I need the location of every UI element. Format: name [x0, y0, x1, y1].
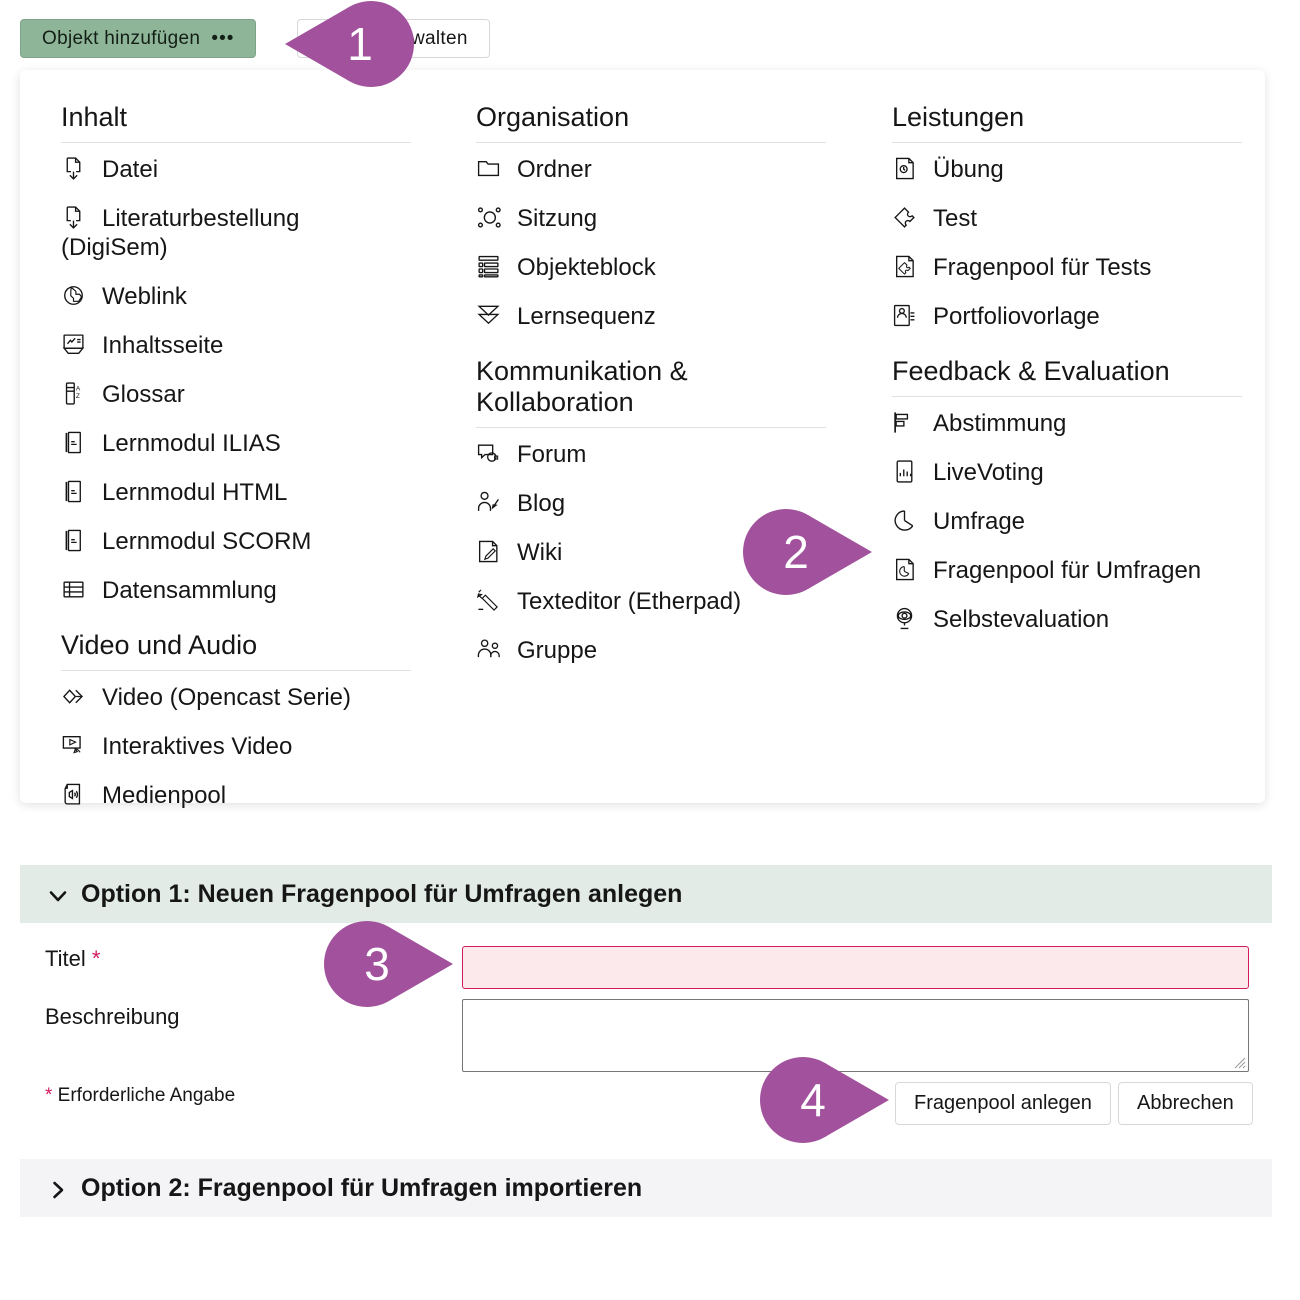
svg-text:4: 4: [800, 1074, 826, 1126]
svg-text:A: A: [76, 385, 81, 392]
svg-text:2: 2: [783, 526, 809, 578]
svg-text:3: 3: [364, 938, 390, 990]
svg-text:Z: Z: [76, 393, 80, 400]
svg-text:1: 1: [347, 18, 373, 70]
